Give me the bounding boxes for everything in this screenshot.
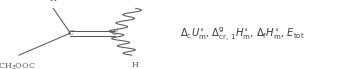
Text: $\Delta_{\mathrm{c}}U_{\mathrm{m}}^{\circ}$, $\Delta_{\mathrm{cr,\,1}}^{\mathrm{: $\Delta_{\mathrm{c}}U_{\mathrm{m}}^{\cir… <box>180 26 305 43</box>
Text: C: C <box>112 29 118 37</box>
Text: H: H <box>132 61 139 69</box>
Text: CH$_3$OOC: CH$_3$OOC <box>0 61 36 69</box>
Text: COOCH$_3$: COOCH$_3$ <box>130 0 167 3</box>
Text: C: C <box>67 29 73 37</box>
Text: H: H <box>50 0 57 3</box>
